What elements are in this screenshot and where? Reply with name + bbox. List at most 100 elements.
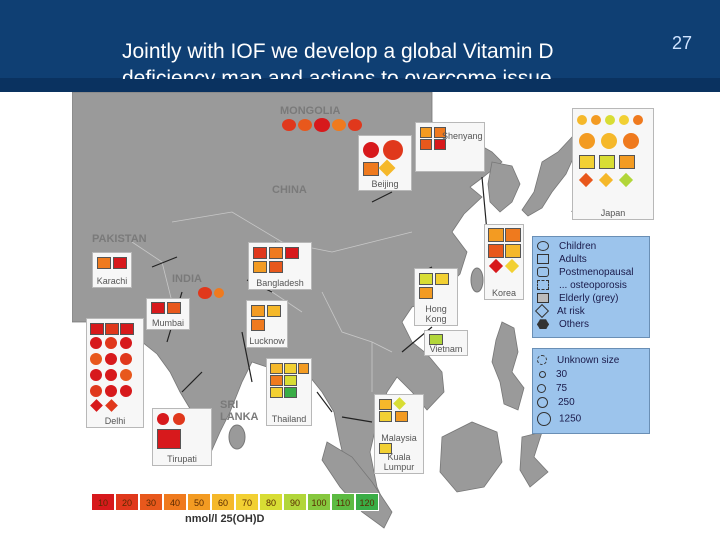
marker-bangladesh-1 <box>253 247 267 259</box>
caption-kuala: Kuala <box>387 452 411 462</box>
color-scale-cell: 90 <box>283 493 307 511</box>
marker-mongolia-5 <box>348 119 362 131</box>
caption-beijing: Beijing <box>371 179 399 189</box>
legend-75: 75 <box>556 383 568 394</box>
small-circle-icon <box>539 370 546 378</box>
caption-delhi: Delhi <box>104 416 126 426</box>
color-scale: 10 20 30 40 50 60 70 80 90 100 110 120 <box>91 493 379 513</box>
marker-hongkong-1 <box>419 273 433 285</box>
box-shenyang: Shenyang <box>415 122 485 172</box>
marker-beijing-1 <box>363 142 379 158</box>
box-delhi: Delhi <box>86 318 144 428</box>
marker-japan-8 <box>623 133 639 149</box>
legend-30: 30 <box>556 369 568 380</box>
color-scale-cell: 80 <box>259 493 283 511</box>
header-strip <box>0 78 720 92</box>
box-korea: Korea <box>484 224 524 300</box>
box-tirupati: Tirupati <box>152 408 212 466</box>
caption-lumpur: Lumpur <box>383 462 415 472</box>
legend-row-250: 250 <box>537 397 575 409</box>
marker-lucknow-3 <box>251 319 265 331</box>
legend-at-risk: At risk <box>557 306 585 317</box>
color-scale-label: nmol/l 25(OH)D <box>185 513 265 525</box>
marker-mongolia-2 <box>298 119 312 131</box>
marker-korea-3 <box>488 244 504 258</box>
label-lanka: LANKA <box>220 411 259 423</box>
marker-thailand-3 <box>298 363 309 374</box>
color-scale-cell: 120 <box>355 493 379 511</box>
marker-bangladesh-2 <box>269 247 283 259</box>
marker-japan-11 <box>619 155 635 169</box>
legend-unknown: Unknown size <box>557 355 620 366</box>
marker-delhi-6 <box>120 337 132 349</box>
marker-delhi-8 <box>105 353 117 365</box>
caption-kong: Kong <box>425 314 447 324</box>
marker-delhi-12 <box>120 369 132 381</box>
box-bangladesh: Bangladesh <box>248 242 312 290</box>
vitamin-d-map: MONGOLIA CHINA PAKISTAN INDIA SRI LANKA … <box>72 92 720 532</box>
marker-hongkong-2 <box>435 273 449 285</box>
marker-japan-3 <box>605 115 615 125</box>
label-pakistan: PAKISTAN <box>92 233 147 245</box>
korea-peninsula <box>487 161 521 213</box>
box-vietnam: Vietnam <box>424 330 468 356</box>
marker-delhi-13 <box>90 385 102 397</box>
dashed-square-icon <box>537 280 549 291</box>
legend-row-elderly: Elderly (grey) <box>537 293 618 305</box>
caption-karachi: Karachi <box>96 276 128 286</box>
large-circle-icon <box>537 397 548 408</box>
legend-row-30: 30 <box>537 369 567 381</box>
marker-thailand-6 <box>270 387 283 398</box>
marker-delhi-9 <box>120 353 132 365</box>
japan-islands <box>521 136 577 217</box>
marker-japan-6 <box>579 133 595 149</box>
marker-tirupati-3 <box>157 429 181 449</box>
marker-korea-4 <box>505 244 521 258</box>
legend-250: 250 <box>558 397 575 409</box>
marker-japan-9 <box>579 155 595 169</box>
caption-kuala-lumpur: Kuala Lumpur <box>375 452 423 472</box>
marker-delhi-2 <box>105 323 119 335</box>
marker-vietnam-1 <box>429 334 443 345</box>
caption-vietnam: Vietnam <box>429 344 463 354</box>
legend-row-1250: 1250 <box>537 412 582 426</box>
marker-japan-2 <box>591 115 601 125</box>
marker-korea-6 <box>504 258 520 274</box>
marker-mumbai-2 <box>167 302 181 314</box>
legend-row-postmenopausal: Postmenopausal <box>537 267 634 279</box>
hexagon-icon <box>537 319 549 330</box>
caption-mumbai: Mumbai <box>151 318 184 328</box>
marker-thailand-2 <box>284 363 297 374</box>
marker-japan-10 <box>599 155 615 169</box>
marker-shenyang-1 <box>420 127 432 138</box>
marker-kl-1 <box>379 443 392 454</box>
borneo-island <box>439 421 503 493</box>
legend-osteoporosis: ... osteoporosis <box>559 280 627 291</box>
marker-thailand-5 <box>284 375 297 386</box>
marker-thailand-4 <box>270 375 283 386</box>
marker-delhi-10 <box>90 369 102 381</box>
color-scale-cell: 50 <box>187 493 211 511</box>
caption-shenyang: Shenyang <box>442 131 483 141</box>
marker-japan-13 <box>598 172 614 188</box>
marker-lucknow-1 <box>251 305 265 317</box>
legend-postmenopausal: Postmenopausal <box>559 267 634 278</box>
marker-delhi-1 <box>90 323 104 335</box>
label-sri: SRI <box>220 399 239 411</box>
marker-malaysia-4 <box>395 411 408 422</box>
color-scale-cell: 100 <box>307 493 331 511</box>
marker-mumbai-1 <box>151 302 165 314</box>
box-karachi: Karachi <box>92 252 132 288</box>
legend-groups: Children Adults Postmenopausal ... osteo… <box>532 236 650 338</box>
label-mongolia: MONGOLIA <box>280 105 341 117</box>
caption-tirupati: Tirupati <box>167 454 197 464</box>
caption-bangladesh: Bangladesh <box>256 278 304 288</box>
xlarge-circle-icon <box>537 412 551 426</box>
slide-title: Jointly with IOF we develop a global Vit… <box>122 38 662 79</box>
marker-japan-5 <box>633 115 643 125</box>
color-scale-cell: 60 <box>211 493 235 511</box>
marker-malaysia-1 <box>379 399 392 410</box>
legend-1250: 1250 <box>559 413 582 425</box>
color-scale-cell: 110 <box>331 493 355 511</box>
marker-bangladesh-3 <box>285 247 299 259</box>
